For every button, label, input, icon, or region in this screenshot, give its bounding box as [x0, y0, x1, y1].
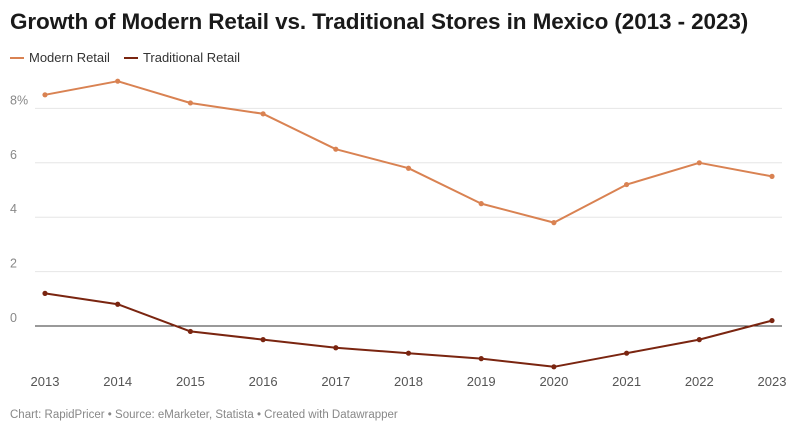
x-tick-label: 2015: [176, 374, 205, 389]
x-tick-label: 2019: [467, 374, 496, 389]
data-point-traditional-retail: [333, 345, 339, 351]
data-point-modern-retail: [624, 181, 630, 188]
y-tick-label: 4: [10, 202, 17, 216]
data-point-traditional-retail: [624, 350, 630, 356]
chart-footer: Chart: RapidPricer • Source: eMarketer, …: [10, 409, 398, 421]
x-tick-label: 2023: [758, 374, 787, 389]
x-tick-label: 2021: [612, 374, 641, 389]
legend-item-traditional-retail: Traditional Retail: [123, 50, 240, 65]
footer-separator: •: [256, 409, 261, 421]
data-point-traditional-retail: [42, 290, 48, 296]
data-point-traditional-retail: [696, 337, 702, 343]
x-tick-label: 2017: [321, 374, 350, 389]
footer-source: Source: eMarketer, Statista: [115, 409, 254, 421]
data-point-traditional-retail: [405, 350, 412, 356]
footer-chart-credit: Chart: RapidPricer: [10, 409, 105, 421]
data-point-traditional-retail: [551, 364, 557, 370]
y-tick-label: 8%: [10, 93, 28, 107]
data-point-modern-retail: [115, 78, 121, 84]
x-tick-label: 2014: [103, 374, 132, 389]
series-line-modern-retail: [44, 80, 773, 224]
legend-item-modern-retail: Modern Retail: [10, 50, 110, 65]
data-point-modern-retail: [405, 165, 412, 171]
data-point-traditional-retail: [478, 356, 484, 362]
y-tick-label: 0: [10, 311, 17, 325]
chart-legend: Modern Retail Traditional Retail: [10, 50, 254, 65]
x-tick-label: 2020: [539, 374, 568, 389]
x-tick-label: 2016: [249, 374, 278, 389]
data-point-modern-retail: [478, 201, 484, 207]
footer-separator: •: [107, 409, 112, 421]
legend-label-traditional-retail: Traditional Retail: [142, 50, 240, 65]
data-point-modern-retail: [333, 146, 339, 152]
data-point-traditional-retail: [769, 317, 775, 324]
data-point-modern-retail: [696, 160, 702, 166]
y-tick-label: 2: [10, 257, 17, 271]
data-point-modern-retail: [187, 100, 193, 106]
footer-created-with: Created with Datawrapper: [264, 409, 398, 421]
chart-title: Growth of Modern Retail vs. Traditional …: [10, 9, 749, 34]
x-tick-label: 2022: [685, 374, 714, 389]
x-tick-label: 2018: [394, 374, 423, 389]
data-point-modern-retail: [260, 111, 266, 117]
legend-label-modern-retail: Modern Retail: [29, 50, 110, 65]
legend-swatch-modern-retail: [10, 56, 24, 59]
data-point-traditional-retail: [260, 337, 266, 343]
y-tick-label: 6: [10, 148, 17, 162]
legend-swatch-traditional-retail: [123, 56, 138, 59]
data-point-modern-retail: [42, 92, 48, 98]
data-point-modern-retail: [551, 220, 557, 226]
data-point-modern-retail: [769, 173, 775, 179]
x-tick-label: 2013: [31, 374, 60, 389]
data-point-traditional-retail: [187, 328, 193, 335]
data-point-traditional-retail: [115, 301, 121, 307]
